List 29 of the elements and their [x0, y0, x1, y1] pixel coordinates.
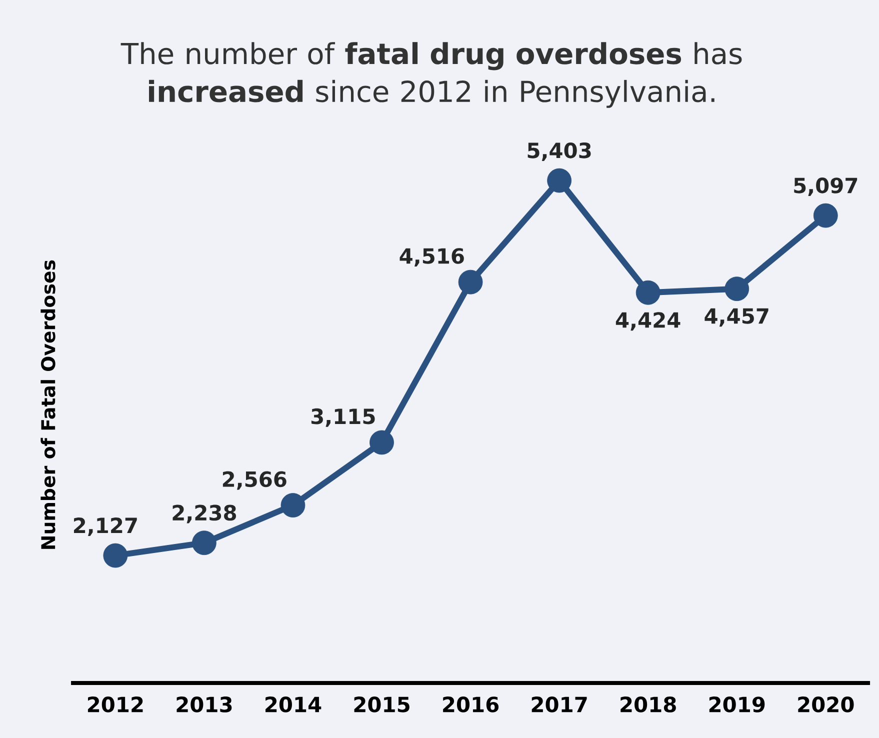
- x-tick-label: 2019: [709, 696, 765, 712]
- point: [192, 530, 216, 556]
- data-label: 2,238: [172, 504, 236, 524]
- x-tick-label: 2012: [88, 696, 143, 712]
- x-tick-label: 2015: [354, 696, 410, 712]
- data-label: 4,424: [616, 312, 680, 331]
- data-label: 5,097: [794, 178, 858, 196]
- x-tick-label: 2016: [443, 696, 499, 712]
- data-label: 2,566: [222, 471, 286, 490]
- x-tick-label: 2017: [532, 696, 587, 712]
- data-label: 3,115: [311, 408, 375, 427]
- point: [370, 430, 394, 455]
- x-tick-label: 2018: [620, 696, 676, 712]
- x-tick-label: 2014: [266, 696, 322, 712]
- point: [724, 276, 750, 302]
- point: [547, 168, 572, 193]
- point: [636, 280, 660, 305]
- y-axis-title: Number of Fatal Overdoses: [40, 260, 56, 549]
- chart-title: The number of fatal drug overdoses has increased since 2012 in Pennsylvania.: [120, 42, 742, 108]
- x-tick-label: 2013: [176, 696, 232, 712]
- data-label: 4,457: [704, 308, 768, 327]
- data-label: 5,403: [528, 142, 591, 162]
- x-tick-label: 2020: [798, 696, 854, 712]
- point: [103, 543, 128, 568]
- data-label: 4,516: [400, 248, 464, 267]
- data-label: 2,127: [74, 518, 137, 536]
- point: [458, 270, 483, 294]
- point: [280, 493, 306, 518]
- point: [813, 203, 838, 228]
